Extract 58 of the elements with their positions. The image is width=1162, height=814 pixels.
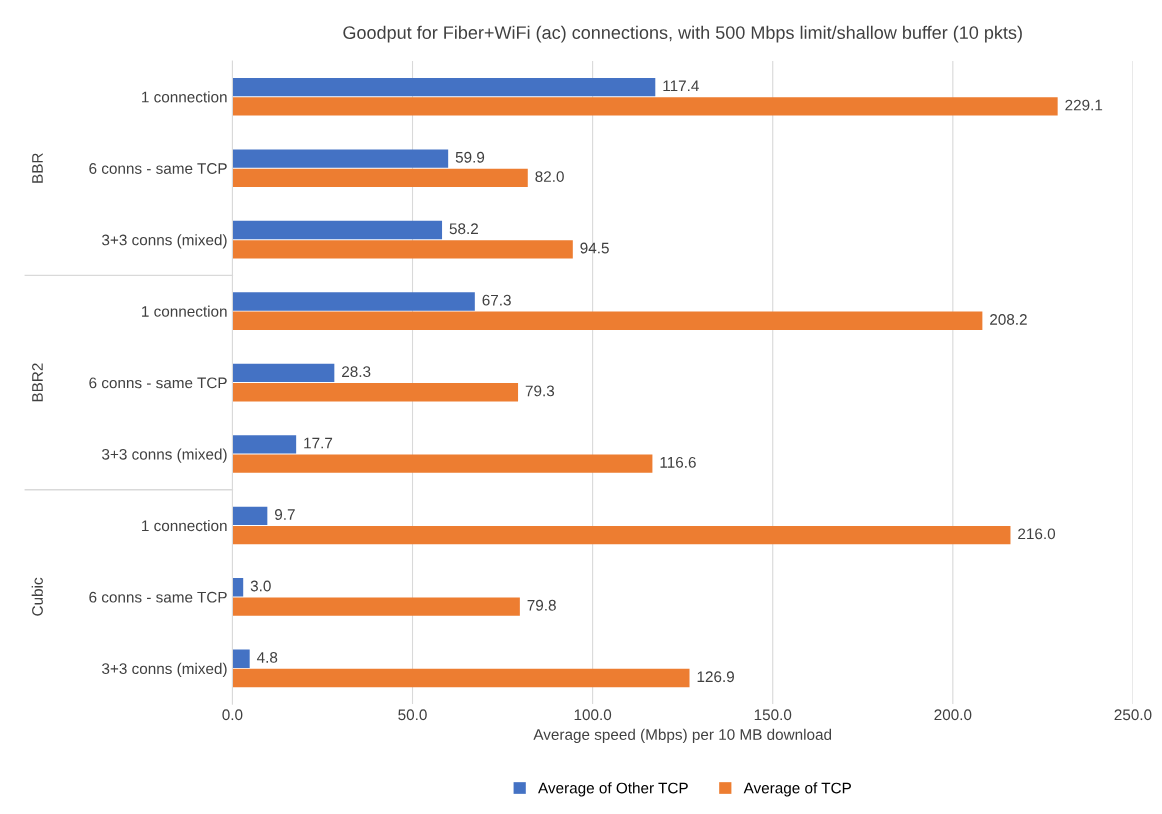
bar: [232, 97, 1058, 116]
text: Cubic: [31, 577, 43, 616]
data-label: 28.3: [342, 366, 371, 378]
text: BBR2: [32, 363, 43, 402]
data-label: 79.3: [525, 385, 555, 397]
data-label: 229.1: [1065, 99, 1103, 111]
bar: [232, 77, 656, 97]
data-label: 67.3: [482, 294, 511, 306]
x-tick-label: 100.0: [574, 709, 612, 721]
bar: [232, 383, 519, 402]
bar: [232, 363, 335, 383]
bar: [232, 311, 983, 330]
data-label: 3.0: [250, 580, 271, 592]
bar: [232, 240, 573, 259]
bar: [232, 578, 244, 597]
x-tick-label: 150.0: [754, 709, 792, 721]
x-tick-label: 200.0: [934, 709, 972, 721]
y-tick-label: 1 connection: [142, 91, 227, 103]
y-tick-label: 3+3 conns (mixed): [102, 448, 227, 463]
data-label: 126.9: [697, 671, 734, 683]
legend-label: Average of TCP: [743, 782, 851, 797]
y-tick-label: 3+3 conns (mixed): [102, 234, 227, 249]
y-tick-label: 1 connection: [142, 519, 227, 532]
chart-title: Goodput for Fiber+WiFi (ac) connections, with 500 Mbps limit/shallow buffer (10 pkts): [343, 25, 1022, 43]
y-tick-label: 1 connection: [142, 305, 227, 317]
data-label: 94.5: [580, 242, 609, 254]
data-label: 208.2: [990, 314, 1027, 325]
bar: [232, 168, 528, 188]
x-axis-title: Average speed (Mbps) per 10 MB download: [533, 728, 832, 744]
y-tick-label: 6 conns - same TCP: [89, 591, 227, 603]
data-label: 82.0: [535, 171, 564, 182]
x-tick-label: 0.0: [222, 709, 243, 721]
data-label: 58.2: [449, 223, 478, 235]
bar: [232, 597, 520, 616]
x-tick-label: 250.0: [1114, 709, 1152, 721]
y-tick-label: 6 conns - same TCP: [89, 163, 227, 174]
legend-label: Average of Other TCP: [538, 782, 688, 797]
bar: [232, 149, 449, 168]
data-label: 4.8: [256, 652, 278, 663]
bar: [232, 649, 250, 668]
bar: [232, 525, 1011, 545]
data-label: 9.7: [275, 509, 295, 520]
data-label: 117.4: [663, 80, 699, 92]
bar: [232, 454, 653, 473]
bar: [232, 292, 475, 311]
data-label: 79.8: [527, 599, 556, 611]
data-label: 59.9: [455, 151, 485, 163]
data-label: 116.6: [660, 456, 696, 468]
x-tick-label: 50.0: [398, 709, 427, 721]
bar: [232, 220, 443, 240]
data-label: 216.0: [1018, 528, 1056, 540]
text: BBR: [32, 153, 43, 183]
y-tick-label: 3+3 conns (mixed): [102, 662, 227, 678]
data-label: 17.7: [304, 437, 333, 449]
bar: [232, 506, 268, 525]
bar: [232, 668, 690, 688]
bar: [232, 435, 297, 454]
y-tick-label: 6 conns - same TCP: [89, 377, 227, 389]
